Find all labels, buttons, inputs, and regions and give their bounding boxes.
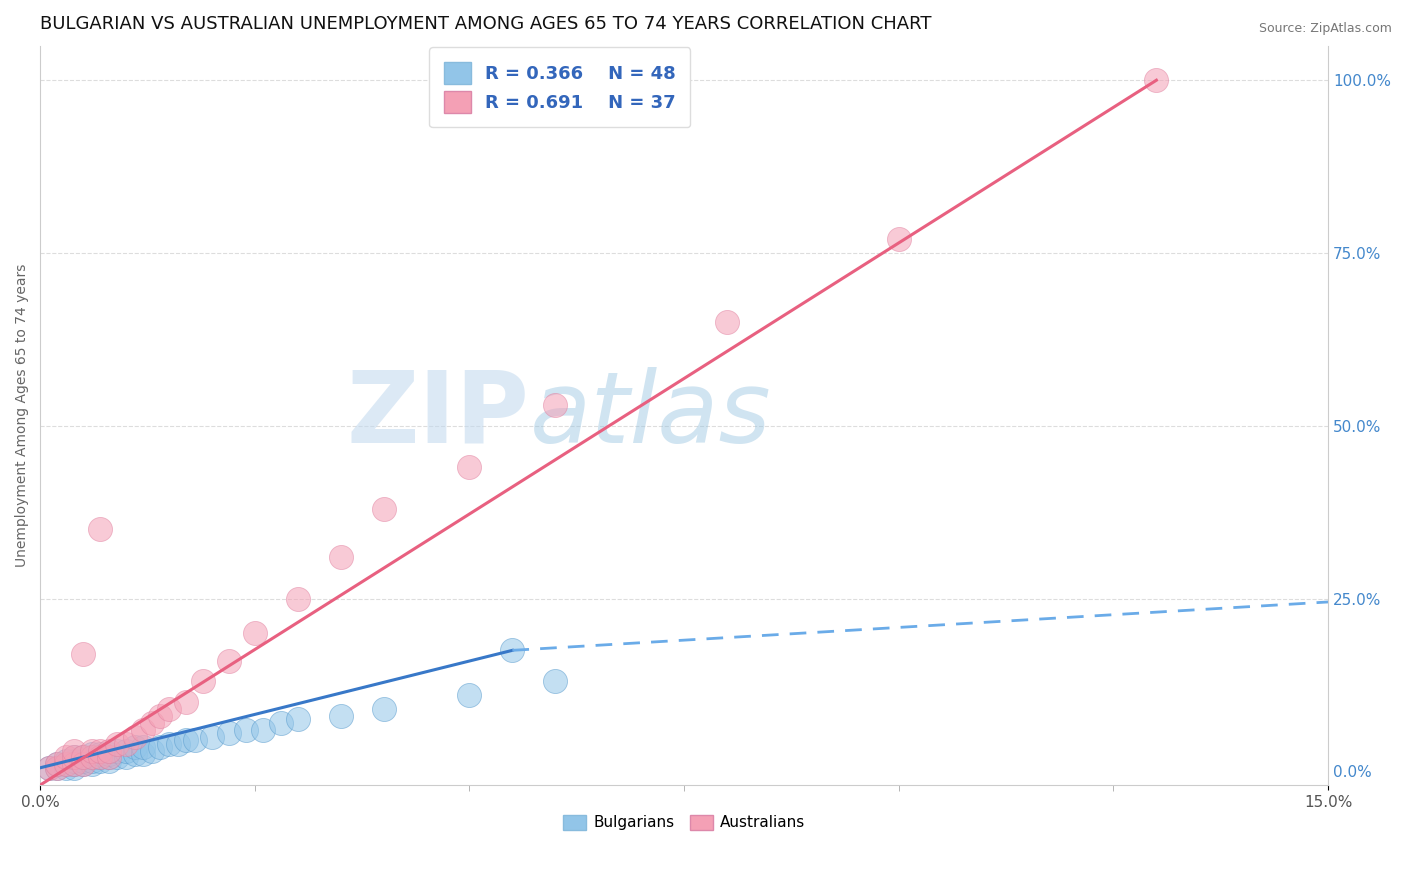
Point [46,761,69,775]
Point [287,713,309,727]
Point [287,591,309,606]
Point [329,709,352,723]
Point [89,750,111,764]
Point [38,761,60,775]
Text: BULGARIAN VS AUSTRALIAN UNEMPLOYMENT AMONG AGES 65 TO 74 YEARS CORRELATION CHART: BULGARIAN VS AUSTRALIAN UNEMPLOYMENT AMO… [41,15,932,33]
Point [97,754,120,768]
Point [63,750,86,764]
Point [458,460,481,475]
Point [89,523,111,537]
Point [1144,73,1167,87]
Point [132,723,155,737]
Point [270,715,292,730]
Point [716,315,738,329]
Point [235,723,257,737]
Point [72,754,94,768]
Point [72,757,94,772]
Point [80,743,103,757]
Point [80,750,103,764]
Point [63,750,86,764]
Point [141,715,163,730]
Point [115,750,138,764]
Point [174,695,197,709]
Point [46,757,69,772]
Text: ZIP: ZIP [347,367,530,464]
Point [72,750,94,764]
Point [544,674,567,689]
Point [72,647,94,661]
Point [115,737,138,751]
Point [544,398,567,412]
Point [373,702,395,716]
Point [97,750,120,764]
Legend: Bulgarians, Australians: Bulgarians, Australians [557,808,811,837]
Point [501,643,523,657]
Point [63,757,86,772]
Point [89,747,111,761]
Point [80,757,103,772]
Point [55,757,77,772]
Point [124,730,146,744]
Point [329,549,352,564]
Point [132,740,155,755]
Point [149,740,172,755]
Point [105,737,128,751]
Point [89,754,111,768]
Text: Source: ZipAtlas.com: Source: ZipAtlas.com [1258,22,1392,36]
Point [55,761,77,775]
Point [80,747,103,761]
Point [201,730,224,744]
Point [72,757,94,772]
Point [149,709,172,723]
Point [157,737,180,751]
Point [124,740,146,755]
Point [46,757,69,772]
Point [55,754,77,768]
Point [183,733,205,747]
Point [166,737,188,751]
Point [174,733,197,747]
Point [89,750,111,764]
Point [97,750,120,764]
Point [63,754,86,768]
Point [887,232,910,246]
Point [55,750,77,764]
Point [115,743,138,757]
Point [243,626,266,640]
Point [132,747,155,761]
Point [141,743,163,757]
Point [218,654,240,668]
Point [105,750,128,764]
Point [46,761,69,775]
Point [157,702,180,716]
Point [373,501,395,516]
Point [124,747,146,761]
Point [218,726,240,740]
Point [63,761,86,775]
Point [72,750,94,764]
Point [80,750,103,764]
Y-axis label: Unemployment Among Ages 65 to 74 years: Unemployment Among Ages 65 to 74 years [15,264,30,567]
Point [458,688,481,702]
Point [252,723,274,737]
Point [63,757,86,772]
Text: atlas: atlas [530,367,770,464]
Point [97,747,120,761]
Point [55,757,77,772]
Point [105,743,128,757]
Point [97,743,120,757]
Point [38,761,60,775]
Point [193,674,215,689]
Point [89,743,111,757]
Point [80,754,103,768]
Point [63,743,86,757]
